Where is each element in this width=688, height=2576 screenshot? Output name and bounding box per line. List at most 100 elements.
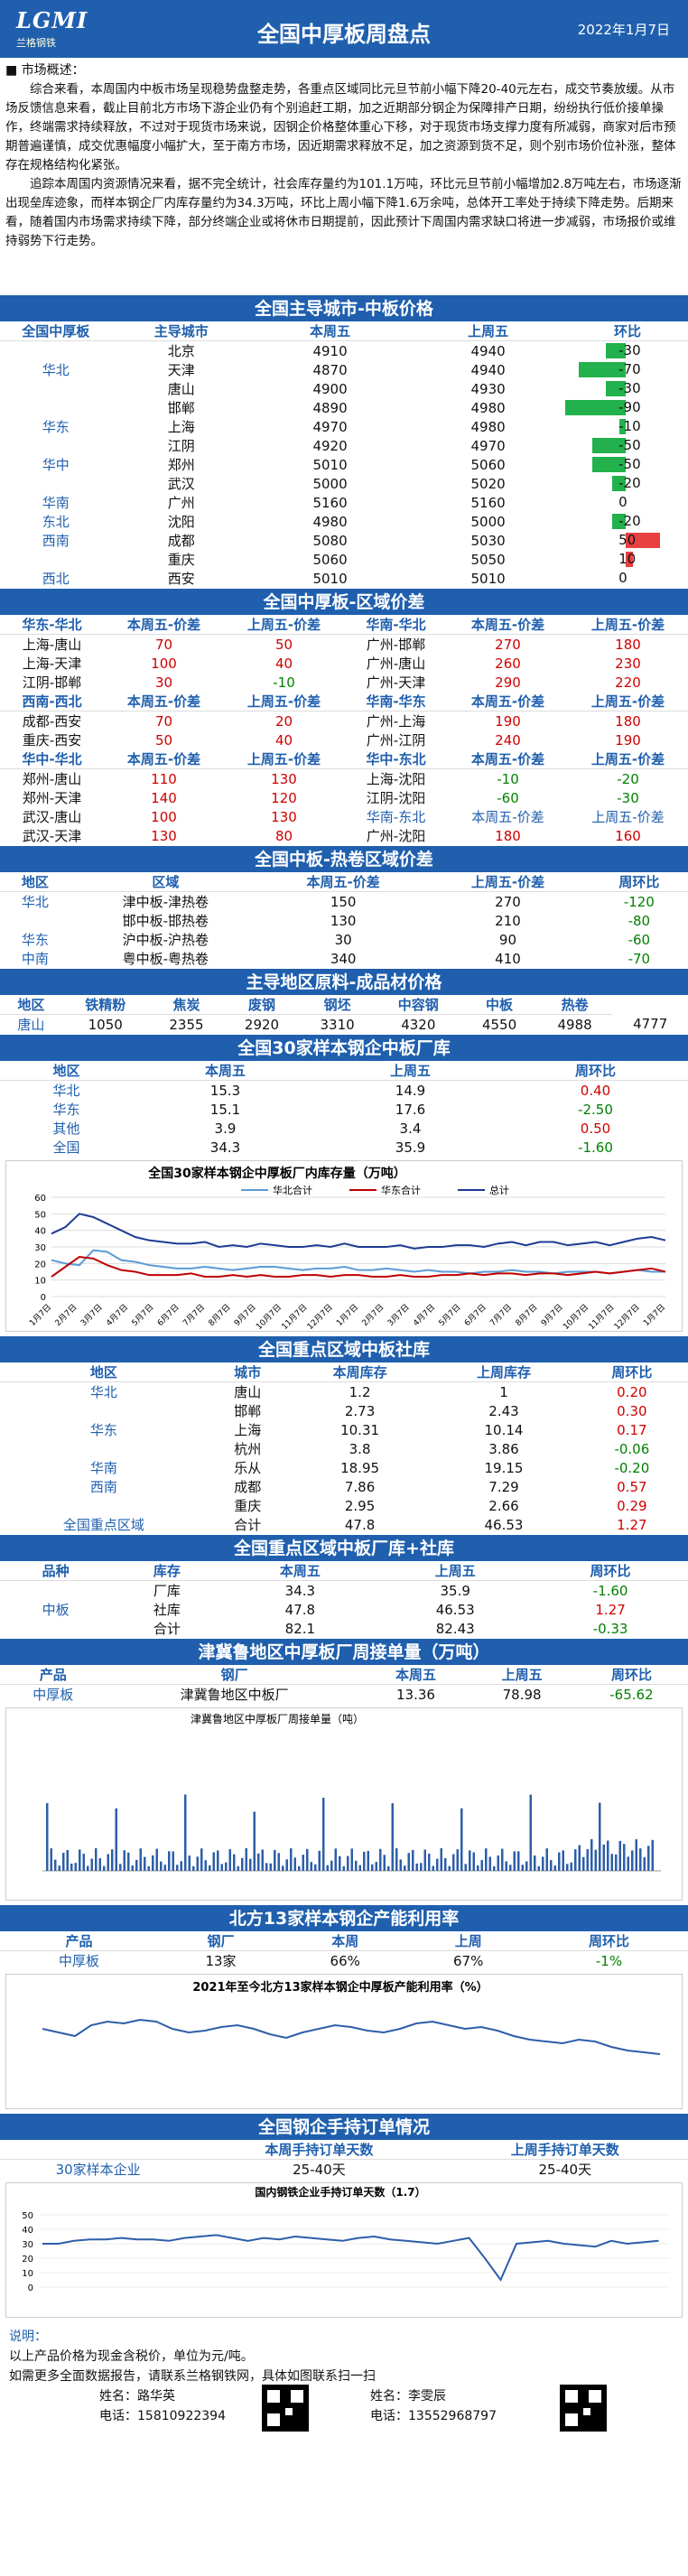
table-row: 其他 3.9 3.4 0.50 [0,1119,688,1138]
table-cell: 本周 [283,1931,407,1951]
table-cell: 上周库存 [432,1362,576,1382]
table-cell: 1050 [88,1016,123,1033]
bar [298,1865,301,1871]
y-tick: 40 [34,1227,46,1237]
bar [412,1849,414,1871]
table-cell: 5060 [312,551,348,568]
bar [379,1848,382,1871]
bar [615,1854,618,1871]
table-cell: 西南-西北 [0,692,104,711]
footer: 说明： 以上产品价格为现金含税价，单位为元/吨。 如需更多全面数据报告，请联系兰… [0,2321,688,2432]
bar [172,1851,174,1871]
table-cell [0,1619,111,1638]
table-cell: -1.60 [592,1582,628,1599]
bar [160,1861,163,1871]
report-date: 2022年1月7日 [577,22,670,38]
table-row: 杭州 3.8 3.86 -0.06 [0,1439,688,1458]
change-bar [578,362,627,377]
table-cell: 230 [615,655,641,672]
table-cell: 40 [274,731,293,749]
bar [310,1862,312,1871]
bar [464,1864,467,1871]
table-cell: -60 [628,931,651,948]
x-tick: 5月7日 [437,1302,463,1328]
bar [594,1849,597,1871]
change-bar [612,476,627,491]
table-cell: 67% [453,1952,484,1969]
change-value: -90 [618,399,641,415]
table-cell: 周环比 [590,872,688,892]
change-bar-cell: -20 [567,512,688,531]
table-cell: 广州-唐山 [366,656,426,672]
table-cell: 130 [271,808,297,825]
table-cell: 产品 [0,1931,159,1951]
price-note: 以上产品价格为现金含税价，单位为元/吨。 [9,2349,254,2364]
table-cell: 上周五-价差 [224,749,344,769]
table-cell: 上周 [406,1931,530,1951]
section-title: 全国30家样本钢企中板厂库 [0,1034,688,1061]
bar [144,1856,146,1871]
table-cell: 190 [615,731,641,749]
x-tick: 11月7日 [280,1302,310,1331]
bar [74,1863,77,1871]
overview-para-2: 追踪本周国内资源情况来看，据不完全统计，社会库存量约为101.1万吨，环比元旦节… [5,177,682,248]
table-cell: 重庆 [234,1498,262,1514]
change-value: -20 [618,475,641,491]
capacity-chart-svg: 2021年至今北方13家样本钢企中厚板产能利用率（%） [42,1980,661,2055]
table-row: 30家样本企业 25-40天 25-40天 [0,2160,688,2180]
section-title: 主导地区原料-成品材价格 [0,968,688,995]
table-cell [0,1439,208,1458]
table-cell: 华东 [52,1102,80,1118]
bar [501,1848,504,1871]
bar [375,1862,377,1871]
bar [285,1859,288,1871]
bar [480,1860,483,1871]
x-tick: 2月7日 [360,1302,386,1328]
table-cell: 周环比 [574,1665,688,1685]
bar [237,1865,239,1871]
table-cell: 210 [495,912,521,929]
bar [472,1852,475,1871]
table-cell: 华东 [21,932,49,948]
bar [599,1802,601,1871]
table-cell: 4870 [312,361,348,378]
table-cell: 上海-唐山 [22,637,82,653]
table-cell: 天津 [167,362,195,378]
orders-table: 产品 钢厂 本周五 上周五 周环比 中厚板 津冀鲁地区中板厂 13.36 78.98 -65.62 [0,1665,688,1704]
table-cell: 2.66 [488,1497,519,1514]
table-row: 邯郸 2.73 2.43 0.30 [0,1401,688,1420]
table-cell: -60 [497,789,519,806]
table-row: 全国重点区域 合计 47.8 46.53 1.27 [0,1515,688,1534]
table-cell: 4890 [312,399,348,416]
change-bar-cell: 50 [567,531,688,550]
table-cell [0,911,70,930]
table-cell: 110 [151,770,177,787]
table-cell: 本周五-价差 [448,692,568,711]
bar [631,1850,634,1871]
table-cell: -2.50 [578,1101,613,1118]
table-cell: 中厚板 [59,1953,100,1969]
table-cell: 上海-天津 [22,656,82,672]
table-cell: 钢坯 [299,995,376,1015]
table-cell: 华东 [42,419,70,435]
table-cell: 5020 [470,475,506,492]
table-cell: 华南-华东 [344,692,448,711]
table-row: 地区 铁精粉 焦炭 废钢 钢坯 中容钢 中板 热卷 [0,995,688,1015]
y-tick: 0 [41,1293,46,1303]
table-cell: 地区 [0,1362,208,1382]
bar [582,1856,585,1871]
section-title: 全国钢企手持订单情况 [0,2113,688,2140]
table-cell: 7.86 [344,1478,376,1495]
table-cell: 190 [495,712,521,730]
bar [184,1794,187,1871]
table-row: 武汉-天津 130 80 广州-沈阳 180 160 [0,826,688,845]
bar [314,1864,317,1871]
table-row: 华中-华北 本周五-价差 上周五-价差 华中-东北 本周五-价差 上周五-价差 [0,749,688,769]
table-cell: -0.33 [592,1620,628,1637]
bar [452,1854,455,1871]
bar [233,1854,236,1871]
table-cell: 3.4 [399,1120,422,1137]
table-cell: 80 [274,827,293,844]
table-cell: 2.95 [344,1497,376,1514]
table-cell: 0.40 [580,1082,611,1099]
